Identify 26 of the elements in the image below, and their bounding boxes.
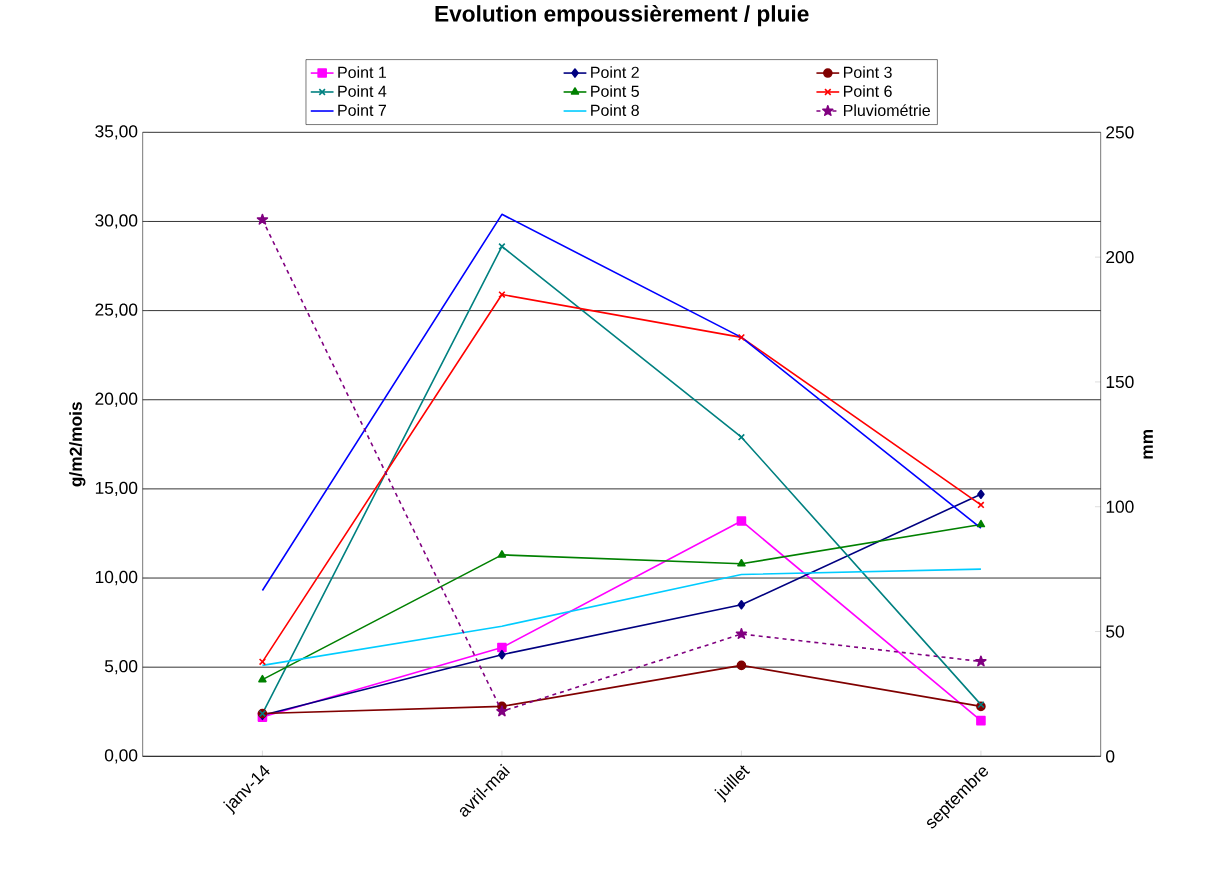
y2-tick-label: 0 [1106,750,1115,763]
legend-label: Point 2 [591,66,639,79]
legend-label: Point 8 [591,104,639,116]
legend-label: Point 3 [843,66,892,79]
legend-label: Point 4 [338,85,387,97]
legend-label: Point 6 [843,85,892,97]
y-tick-label: 30,00 [95,214,138,229]
y-tick-label: 10,00 [95,570,138,586]
y2-axis-title: mm [1143,429,1153,459]
legend-label: Point 7 [338,104,386,116]
legend-label: Point 1 [338,66,387,79]
legend-label: Pluviométrie [843,104,930,117]
y-tick-label: 25,00 [95,303,138,318]
y-tick-label: 5,00 [104,660,138,675]
y2-tick-label: 150 [1106,375,1134,389]
y-tick-label: 20,00 [95,392,138,407]
y-tick-label: 35,00 [95,125,138,140]
chart-title: Evolution empoussièrement / pluie [435,4,809,27]
y2-tick-label: 50 [1106,625,1124,638]
y-tick-label: 0,00 [104,749,138,764]
y2-tick-label: 200 [1106,250,1134,264]
y-axis-title: g/m2/mois [69,402,86,487]
y2-tick-label: 250 [1106,126,1134,139]
y2-tick-label: 100 [1106,500,1134,513]
y-tick-label: 15,00 [95,481,138,497]
legend-label: Point 5 [591,85,639,97]
